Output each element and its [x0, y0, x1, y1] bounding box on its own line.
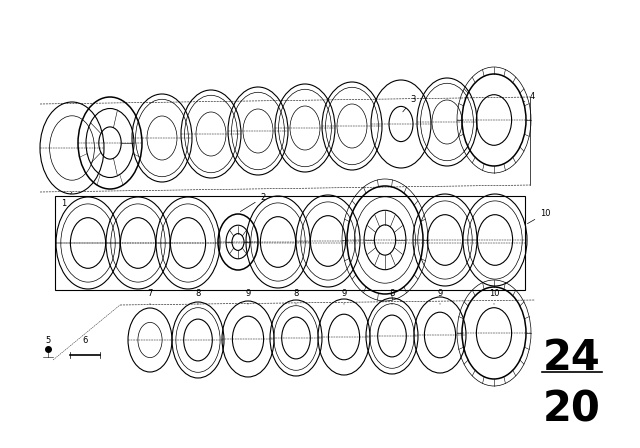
- Text: 24: 24: [543, 337, 601, 379]
- Text: 10: 10: [527, 209, 550, 224]
- Text: 3: 3: [403, 95, 416, 112]
- Text: 20: 20: [543, 389, 601, 431]
- Text: 9: 9: [245, 289, 251, 304]
- Text: 10: 10: [489, 289, 499, 304]
- Text: 9: 9: [437, 289, 443, 304]
- Text: 8: 8: [195, 289, 201, 304]
- Text: 8: 8: [293, 289, 299, 304]
- Bar: [55, 196, 525, 290]
- Text: 5: 5: [45, 336, 51, 345]
- Text: 7: 7: [147, 289, 153, 304]
- Text: 8: 8: [389, 289, 395, 304]
- Text: 9: 9: [341, 289, 347, 304]
- Text: 4: 4: [524, 92, 535, 102]
- Text: 2: 2: [241, 193, 266, 211]
- Text: 6: 6: [83, 336, 88, 345]
- Text: 1: 1: [61, 192, 72, 208]
